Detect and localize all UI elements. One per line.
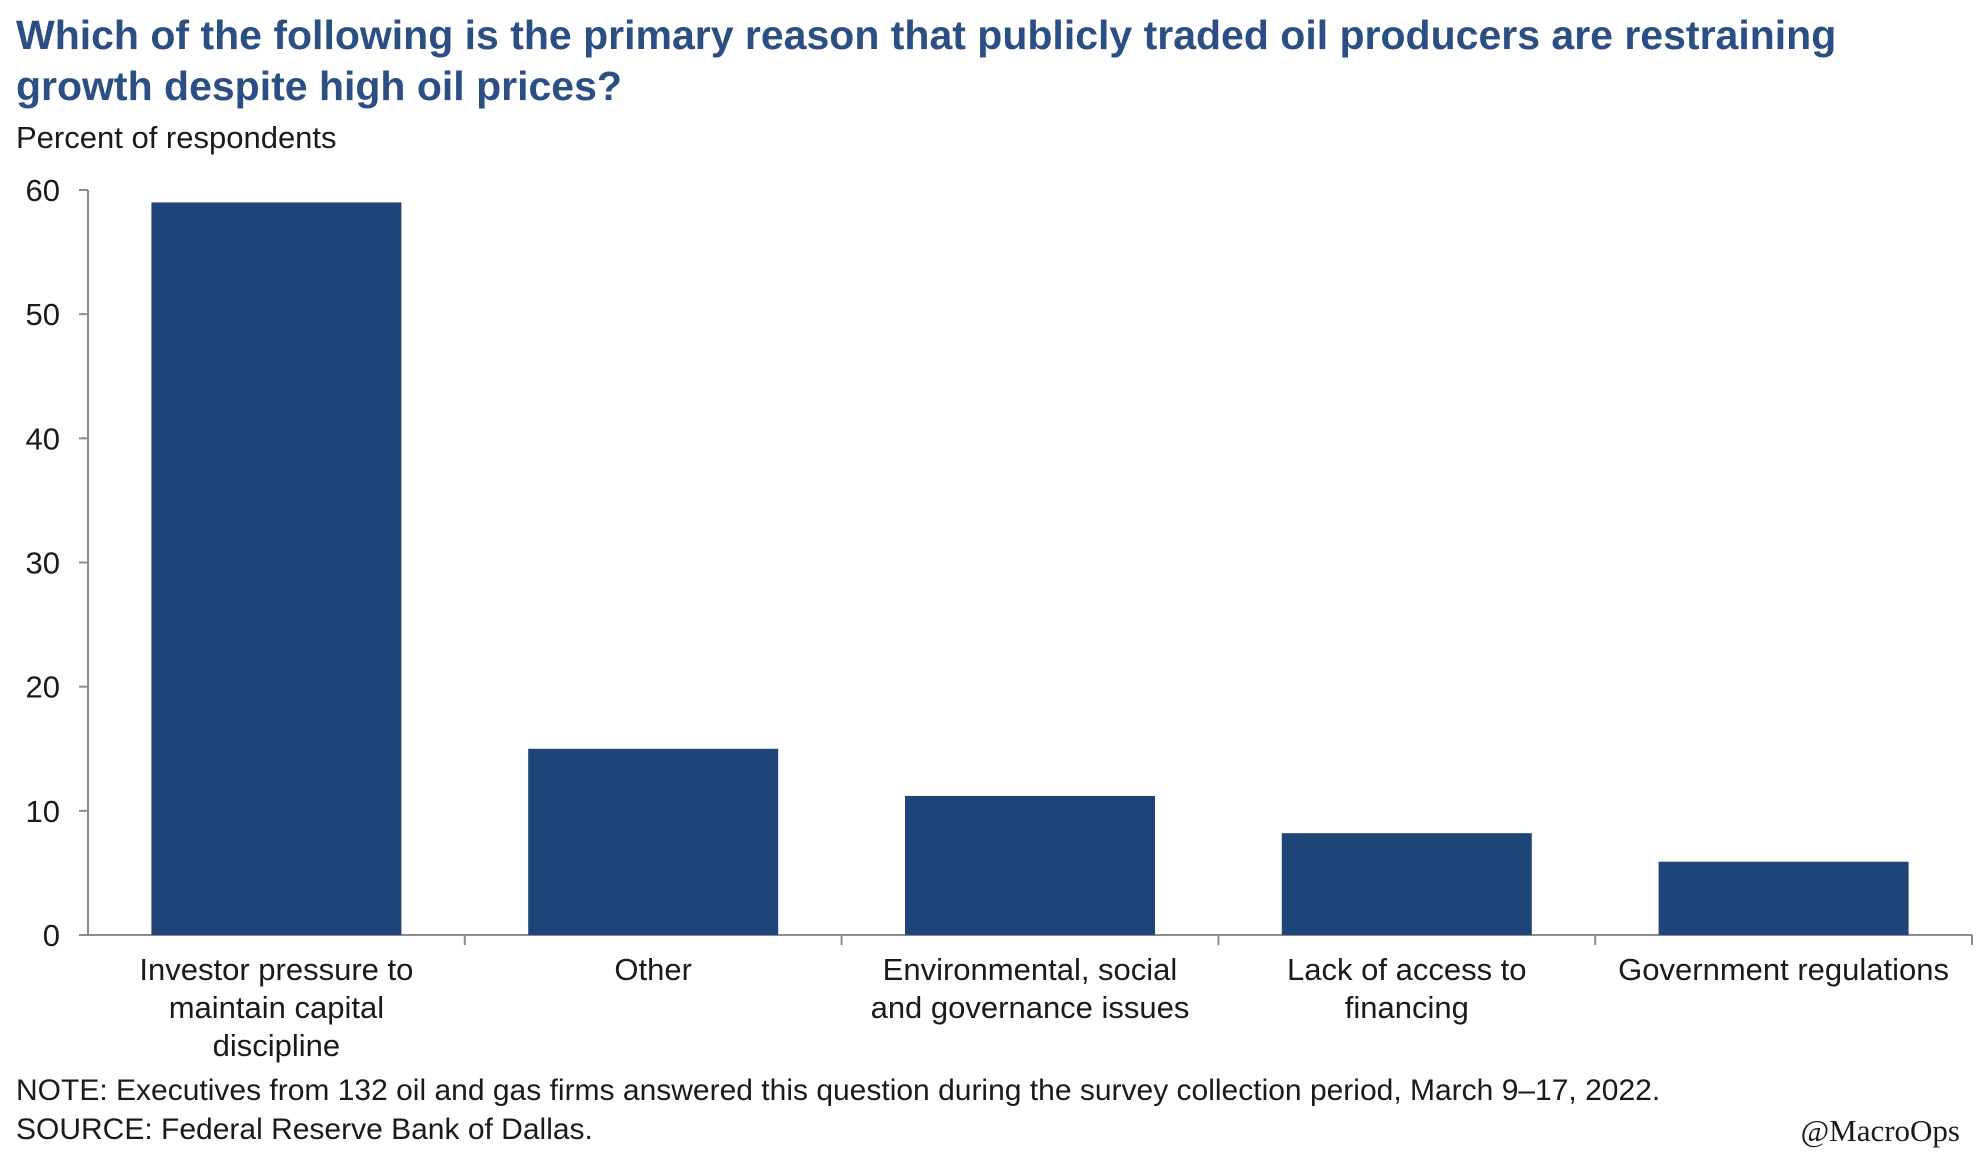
watermark: @MacroOps	[1800, 1113, 1960, 1148]
x-tick-label: Other	[614, 952, 692, 987]
y-tick-label: 40	[26, 421, 60, 456]
bar	[151, 202, 402, 935]
y-tick-label: 60	[26, 173, 60, 208]
x-tick-label-line: and governance issues	[871, 990, 1190, 1025]
chart-source: SOURCE: Federal Reserve Bank of Dallas.	[16, 1113, 593, 1146]
x-tick-label-line: Investor pressure to	[139, 952, 413, 987]
y-tick-label: 30	[26, 546, 60, 581]
x-tick-label-line: Other	[614, 952, 692, 987]
y-tick-label: 10	[26, 794, 60, 829]
bar	[528, 748, 779, 935]
y-tick-label: 50	[26, 297, 60, 332]
x-tick-label: Environmental, social and governance issu…	[871, 952, 1190, 1025]
chart-note: NOTE: Executives from 132 oil and gas fi…	[16, 1074, 1661, 1107]
y-tick-label: 20	[26, 670, 60, 705]
x-tick-label: Investor pressure to maintain capital disc…	[139, 952, 413, 1063]
x-tick-label-line: Environmental, social	[883, 952, 1178, 987]
y-tick-label: 0	[43, 918, 60, 953]
x-tick-label: Lack of access to financing	[1287, 952, 1527, 1025]
y-axis-label: Percent of respondents	[16, 120, 337, 155]
bar	[905, 795, 1155, 935]
x-tick-label-line: maintain capital	[169, 990, 384, 1025]
x-tick-label-line: Lack of access to	[1287, 952, 1527, 987]
x-tick-label-line: financing	[1345, 990, 1469, 1025]
x-tick-label-line: discipline	[213, 1028, 341, 1063]
bar	[1281, 833, 1532, 935]
x-tick-label-line: Government regulations	[1618, 952, 1949, 987]
bar	[1658, 861, 1909, 935]
bar-chart: 0 10 20 30 40 50 60 Investor pressure to maintai…	[26, 173, 1973, 1063]
chart-title: Which of the following is the primary re…	[16, 12, 1837, 109]
x-tick-label: Government regulations	[1618, 952, 1949, 987]
